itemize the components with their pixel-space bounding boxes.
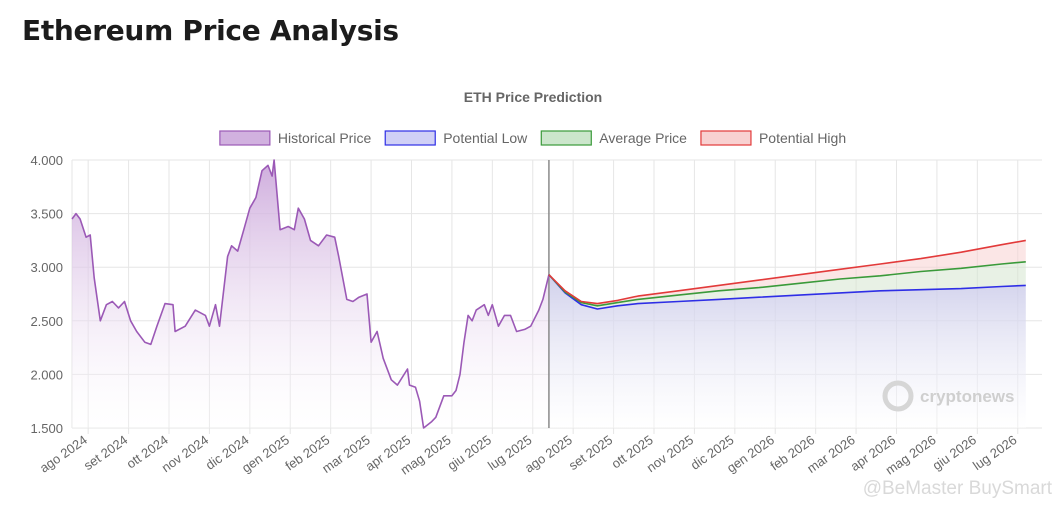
legend-swatch (384, 130, 436, 146)
x-tick-label: lug 2026 (970, 432, 1019, 473)
y-tick-label: 3.500 (30, 207, 63, 222)
x-tick-label: giu 2025 (445, 432, 494, 473)
series-lines (71, 159, 1026, 429)
y-axis: 1.500 2.000 2.500 3.000 3.500 4.000 (30, 153, 63, 436)
legend-label: Historical Price (278, 130, 372, 146)
x-tick-label: giu 2026 (930, 432, 979, 473)
legend-swatch (700, 130, 752, 146)
page-title: Ethereum Price Analysis (22, 14, 399, 47)
x-tick-label: ago 2024 (37, 432, 90, 475)
x-tick-label: set 2024 (81, 432, 130, 473)
watermark-logo: cryptonews (882, 380, 1014, 412)
series-line-potential-low (548, 274, 1026, 310)
legend-swatch (219, 130, 271, 146)
historical-price-area (72, 160, 549, 428)
series-line-average-price (548, 261, 1026, 307)
legend-swatch (540, 130, 592, 146)
chart-title: ETH Price Prediction (464, 89, 602, 105)
y-tick-label: 4.000 (30, 153, 63, 168)
y-tick-label: 2.500 (30, 314, 63, 329)
y-tick-label: 1.500 (30, 421, 63, 436)
watermark-logo-icon (882, 380, 914, 412)
legend-label: Potential Low (443, 130, 528, 146)
x-tick-label: set 2025 (566, 432, 615, 473)
legend-label: Average Price (599, 130, 687, 146)
y-tick-label: 3.000 (30, 260, 63, 275)
watermark-brand: cryptonews (920, 387, 1014, 406)
watermark-overlay: @BeMaster BuySmart (863, 478, 1053, 499)
y-tick-label: 2.000 (30, 367, 63, 382)
series-line-historical-price (71, 159, 550, 429)
chart-legend: Historical Price Potential Low Average Pri… (219, 130, 846, 146)
series-line-potential-high (548, 239, 1026, 305)
legend-label: Potential High (759, 130, 846, 146)
